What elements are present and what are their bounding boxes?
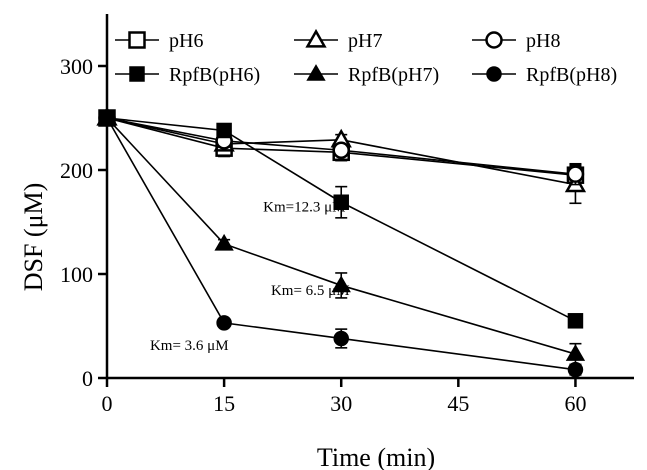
- y-axis-label: DSF (μM): [19, 183, 48, 292]
- x-tick-label: 60: [564, 391, 586, 416]
- x-tick-label: 30: [330, 391, 352, 416]
- legend-label: RpfB(pH8): [526, 64, 617, 86]
- annotation-layer: Km=12.3 μM Km= 6.5 μM Km= 3.6 μM: [150, 200, 350, 354]
- data-point: [214, 233, 234, 251]
- legend-marker: [485, 31, 503, 49]
- y-tick-label: 100: [60, 262, 93, 287]
- series-layer: [96, 106, 587, 378]
- x-tick-label: 15: [213, 391, 235, 416]
- data-point: [567, 361, 584, 378]
- data-point: [565, 344, 586, 361]
- legend-entry: pH8: [472, 30, 560, 52]
- x-tick-label: 45: [447, 391, 469, 416]
- km-annotation: Km=12.3 μM: [263, 200, 345, 216]
- data-point: [566, 165, 585, 183]
- legend-entry: RpfB(pH7): [294, 64, 439, 86]
- legend-label: pH7: [348, 30, 382, 52]
- series-line: [106, 117, 576, 176]
- data-point: [99, 110, 115, 126]
- data-point: [332, 141, 350, 159]
- data-point: [333, 330, 349, 347]
- series-line: [106, 117, 576, 175]
- x-axis-label: Time (min): [317, 443, 435, 470]
- data-point: [331, 275, 351, 293]
- legend-entry: pH7: [294, 28, 382, 52]
- km-annotation: Km= 3.6 μM: [150, 338, 229, 354]
- legend-label: pH6: [169, 30, 203, 52]
- y-tick-label: 200: [60, 158, 93, 183]
- data-point: [216, 122, 232, 139]
- legend-entry: RpfB(pH8): [472, 64, 617, 86]
- y-tick-label: 0: [82, 366, 93, 391]
- x-tick-label: 0: [102, 391, 113, 416]
- series-line: [106, 117, 576, 371]
- legend-label: RpfB(pH6): [169, 64, 260, 86]
- legend-label: pH8: [526, 30, 560, 52]
- legend-label: RpfB(pH7): [348, 64, 439, 86]
- axes: 0 15 30 45 60 0 100 200 300: [60, 14, 634, 416]
- y-tick-label: 300: [60, 54, 93, 79]
- legend-entry: pH6: [115, 30, 203, 52]
- legend: pH6 pH7 pH8 RpfB(pH6) RpfB(pH7) RpfB(pH8): [115, 28, 617, 86]
- series-line: [106, 117, 576, 322]
- legend-marker: [305, 28, 327, 48]
- legend-entry: RpfB(pH6): [115, 64, 260, 86]
- legend-marker: [486, 66, 502, 82]
- series-ph8: [98, 109, 585, 186]
- legend-marker: [128, 31, 146, 49]
- data-point: [216, 315, 232, 331]
- legend-marker: [129, 66, 145, 82]
- series-line: [106, 117, 576, 355]
- series-rpfb-ph8: [99, 110, 584, 378]
- data-point: [567, 313, 584, 329]
- legend-marker: [306, 64, 326, 81]
- data-point: [333, 194, 349, 210]
- km-annotation: Km= 6.5 μM: [271, 283, 350, 299]
